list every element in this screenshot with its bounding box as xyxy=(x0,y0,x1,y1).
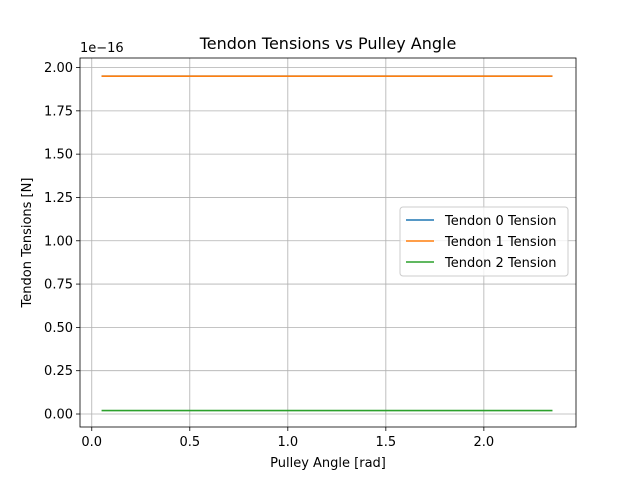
legend-box xyxy=(399,206,569,277)
x-axis-label: Pulley Angle [rad] xyxy=(270,456,386,471)
x-tick-label: 2.0 xyxy=(474,435,495,450)
y-tick-label: 0.00 xyxy=(44,408,73,423)
x-tick-label: 0.5 xyxy=(179,435,200,450)
plot-frame xyxy=(79,57,577,428)
y-tick-label: 0.25 xyxy=(44,364,73,379)
legend-label: Tendon 1 Tension xyxy=(444,235,557,250)
y-axis-label: Tendon Tensions [N] xyxy=(20,178,35,309)
x-tick-label: 0.0 xyxy=(81,435,102,450)
y-tick-label: 1.50 xyxy=(44,148,73,163)
y-tick-label: 0.50 xyxy=(44,321,73,336)
y-tick-label: 1.00 xyxy=(44,234,73,249)
y-tick-label: 2.00 xyxy=(44,61,73,76)
series-layer xyxy=(101,75,553,412)
x-tick-label: 1.0 xyxy=(277,435,298,450)
y-scale-label: 1e−16 xyxy=(80,41,124,56)
y-tick-label: 0.75 xyxy=(44,278,73,293)
legend-label: Tendon 2 Tension xyxy=(444,256,557,271)
legend: Tendon 0 Tension Tendon 1 Tension Tendon 2… xyxy=(399,206,569,277)
legend-label: Tendon 0 Tension xyxy=(444,214,557,229)
x-tick-label: 1.5 xyxy=(375,435,396,450)
chart-title: Tendon Tensions vs Pulley Angle xyxy=(199,34,457,53)
ticks-layer: 0.0 0.5 1.0 1.5 2.0 0.00 0.25 0.50 0.75 1.00 1.25 1… xyxy=(44,61,494,450)
y-tick-label: 1.25 xyxy=(44,191,73,206)
y-tick-label: 1.75 xyxy=(44,104,73,119)
